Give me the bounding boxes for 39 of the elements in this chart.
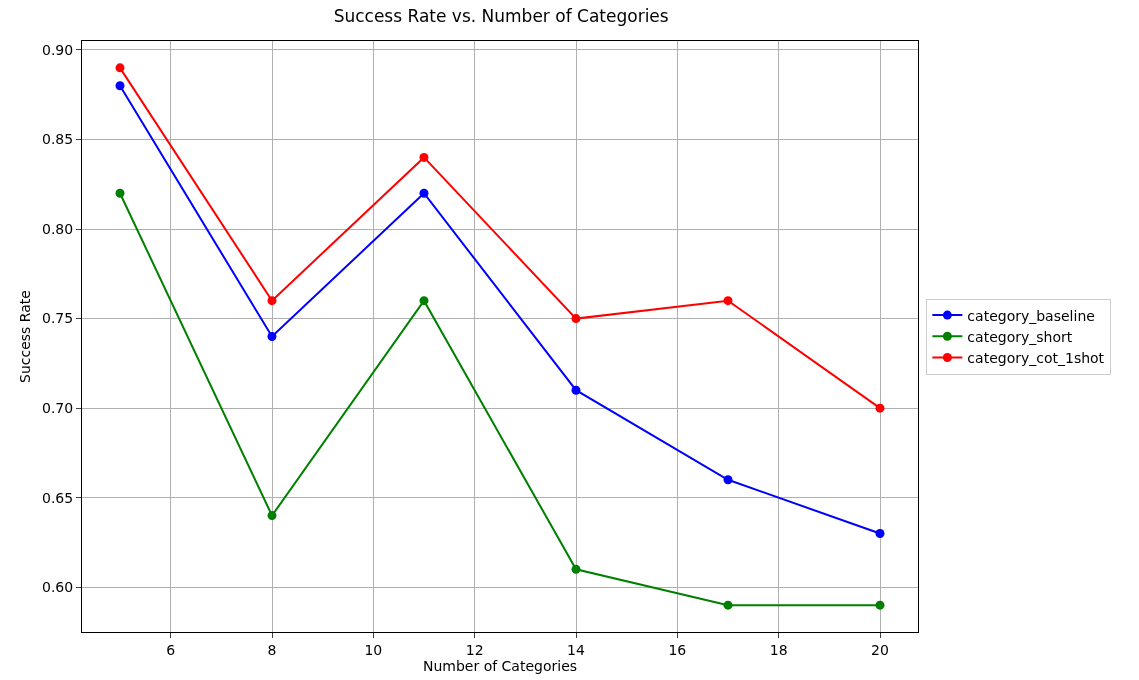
legend-label: category_baseline (967, 307, 1095, 324)
point (267, 332, 277, 341)
x-tick-label: 16 (668, 641, 687, 658)
point (723, 475, 733, 485)
y-tick-label: 0.60 (42, 579, 74, 596)
y-tick-label: 0.65 (42, 489, 74, 506)
point (419, 296, 429, 306)
point (875, 529, 885, 538)
point (723, 600, 733, 610)
y-tick-label: 0.75 (42, 310, 74, 327)
y-tick-label: 0.70 (42, 400, 74, 417)
point (571, 564, 581, 574)
y-tick-label: 0.85 (42, 131, 74, 148)
point (267, 296, 277, 306)
x-tick-label: 8 (267, 641, 277, 658)
x-tick-label: 14 (567, 641, 585, 658)
y-tick-label: 0.90 (42, 41, 74, 58)
point (115, 63, 125, 73)
point (571, 385, 581, 395)
legend-label: category_cot_1shot (967, 349, 1105, 366)
point (115, 81, 125, 91)
point (267, 511, 277, 521)
chart-title: Success Rate vs. Number of Categories (333, 6, 669, 27)
x-tick-label: 20 (871, 641, 889, 658)
y-axis-title: Success Rate (16, 290, 33, 383)
x-axis-title: Number of Categories (422, 658, 578, 675)
point (723, 296, 733, 306)
point (875, 403, 885, 413)
point (419, 188, 429, 198)
point (419, 152, 429, 162)
legend-label: category_short (967, 328, 1073, 345)
point (875, 600, 885, 610)
x-tick-label: 6 (166, 641, 176, 658)
x-tick-label: 10 (364, 641, 383, 658)
x-tick-label: 12 (465, 641, 484, 658)
x-tick-label: 18 (769, 641, 788, 658)
point (115, 188, 125, 198)
point (571, 314, 581, 324)
y-tick-label: 0.80 (42, 220, 74, 237)
